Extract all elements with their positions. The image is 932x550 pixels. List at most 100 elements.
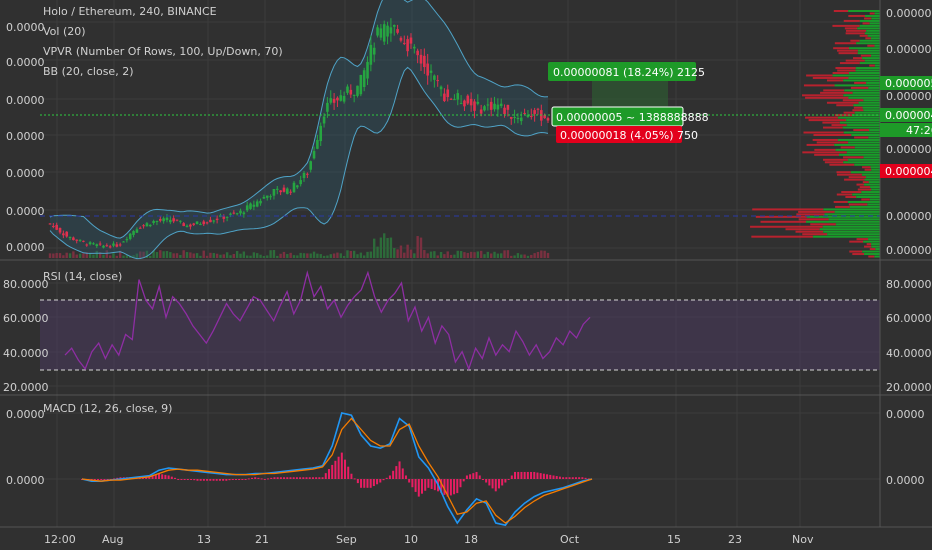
candle-body	[356, 85, 359, 96]
volume-bar	[276, 255, 279, 258]
vpvr-row-up	[854, 146, 880, 149]
vpvr-row-down	[798, 218, 829, 221]
volume-bar	[319, 254, 322, 258]
entry-label[interactable]: 0.00000005 ~ 1388888888	[551, 106, 709, 127]
volume-bar	[179, 254, 182, 258]
volume-bar	[62, 255, 65, 258]
countdown-tag	[880, 123, 932, 137]
volume-bar	[172, 253, 175, 258]
volume-bar	[169, 252, 172, 258]
candle-body	[245, 205, 249, 211]
volume-bar	[349, 250, 353, 258]
candle-body	[148, 224, 152, 227]
vpvr-row-down	[854, 136, 869, 139]
macd-hist-bar	[254, 477, 257, 479]
price-candles[interactable]	[48, 18, 550, 249]
volume-bar	[78, 253, 82, 258]
macd-hist-bar	[273, 477, 276, 479]
macd-title[interactable]: MACD (12, 26, close, 9)	[43, 402, 172, 415]
vpvr-row-up	[828, 218, 880, 221]
macd-hist-bar	[533, 471, 536, 479]
volume-bar	[396, 249, 399, 258]
vpvr-row-up	[844, 89, 880, 92]
vpvr-row-up	[846, 124, 880, 127]
vpvr-row-down	[808, 119, 847, 122]
vpvr-row-up	[856, 42, 880, 45]
candle-body	[416, 50, 419, 56]
vpvr-row-down	[795, 230, 824, 233]
vpvr-row-up	[824, 213, 880, 216]
macd-hist-bar	[440, 479, 443, 494]
vpvr-row-up	[864, 14, 880, 17]
vpvr-row-down	[869, 64, 875, 67]
candle-body	[426, 63, 429, 76]
indicator-vpvr[interactable]: VPVR (Number Of Rows, 100, Up/Down, 70)	[43, 45, 283, 58]
left-tick: 0.0000	[6, 21, 45, 34]
vpvr-row-down	[832, 24, 860, 27]
candle-body	[82, 240, 85, 242]
macd-hist-bar	[523, 471, 526, 479]
candle-body	[265, 195, 269, 198]
vpvr-row-down	[802, 151, 847, 154]
volume-bar	[536, 251, 540, 258]
candle-body	[108, 246, 112, 248]
candle-body	[342, 95, 346, 102]
indicator-bb[interactable]: BB (20, close, 2)	[43, 65, 134, 78]
candle-body	[292, 182, 296, 193]
vpvr-row-up	[846, 151, 880, 154]
vpvr-row-down	[866, 243, 872, 246]
vpvr-row-up	[855, 67, 880, 70]
time-tick: 13	[197, 533, 211, 546]
macd-hist-bar	[350, 473, 353, 479]
left-tick: 0.0000	[6, 167, 45, 180]
vpvr-row-down	[849, 240, 864, 243]
candle-body	[72, 237, 75, 241]
candle-body	[189, 224, 192, 227]
volume-bar	[112, 253, 115, 258]
volume-bar	[256, 253, 259, 258]
vpvr-row-up	[871, 243, 880, 246]
macd-hist-bar	[433, 479, 436, 491]
macd-hist-bar	[231, 479, 234, 480]
volume-bar	[82, 253, 85, 258]
macd-hist-bar	[106, 479, 109, 480]
vpvr-row-down	[852, 57, 863, 60]
volume-bar	[252, 252, 256, 258]
macd-hist-bar	[267, 478, 270, 480]
candle-body	[496, 104, 500, 110]
candle-body	[205, 222, 209, 224]
vpvr-row-down	[845, 59, 865, 62]
macd-hist-bar	[584, 477, 587, 479]
volume-bar	[526, 255, 530, 258]
candle-body	[526, 114, 530, 118]
target-label[interactable]: 0.00000081 (18.24%) 2125	[548, 62, 705, 81]
left-tick: 0.0000	[6, 94, 45, 107]
volume-bar	[175, 253, 179, 258]
candle-body	[299, 180, 302, 185]
candle-body	[88, 242, 92, 245]
macd-hist-bar	[270, 477, 273, 479]
candle-body	[279, 190, 282, 193]
macd-hist-bar	[103, 479, 106, 480]
macd-hist-bar	[116, 477, 119, 479]
stop-price-text: 0.00000426	[885, 165, 932, 178]
current-price-text: 0.00000449	[885, 109, 932, 122]
vpvr-row-down	[850, 39, 860, 42]
macd-hist-bar	[581, 477, 584, 479]
rsi-title[interactable]: RSI (14, close)	[43, 270, 122, 283]
volume-bar	[105, 250, 109, 258]
entry-label-text: 0.00000005 ~ 1388888888	[556, 111, 709, 124]
indicator-vol[interactable]: Vol (20)	[43, 25, 86, 38]
candle-body	[249, 203, 252, 209]
volume-bar	[182, 250, 185, 258]
macd-hist-bar	[324, 473, 327, 479]
vpvr-row-up	[874, 255, 880, 258]
volume-profile	[750, 10, 880, 258]
stop-label[interactable]: 0.00000018 (4.05%) 750	[556, 126, 698, 143]
rsi-left-tick: 80.0000	[3, 278, 49, 291]
volume-bar	[212, 253, 215, 258]
candle-body	[382, 24, 386, 42]
left-tick: 0.0000	[6, 130, 45, 143]
vpvr-row-down	[814, 148, 836, 151]
